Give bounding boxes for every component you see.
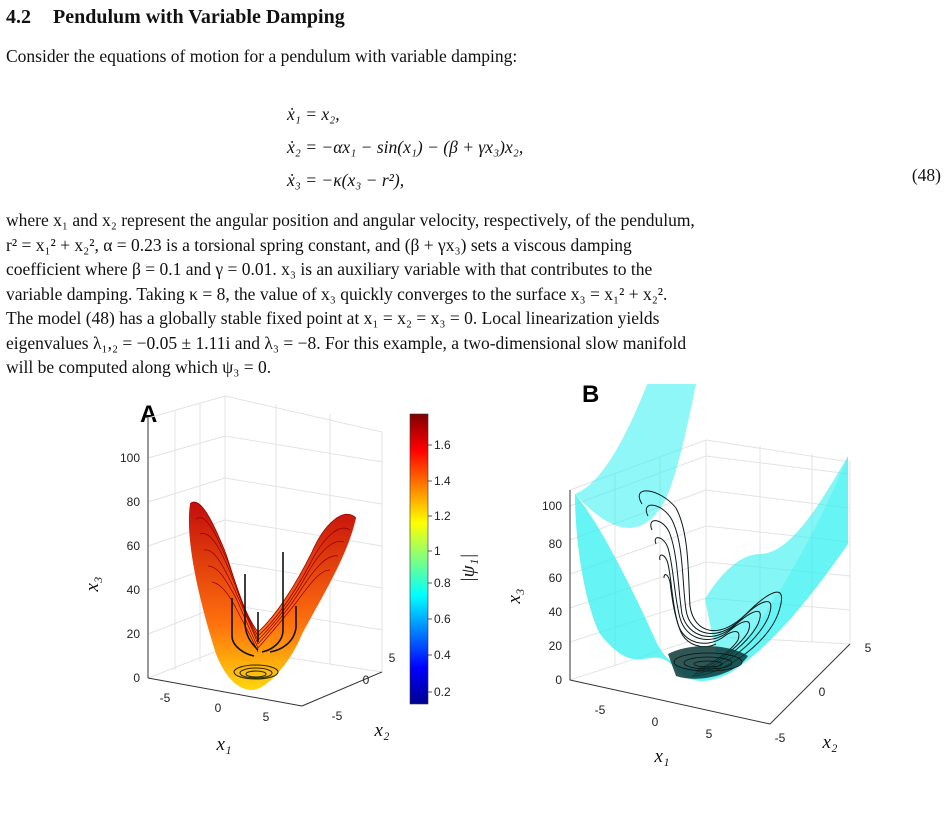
panel-b-x2-label: x₂ <box>821 732 837 753</box>
section-title: Pendulum with Variable Damping <box>53 6 345 28</box>
x1-tick: -5 <box>160 691 171 705</box>
equation-2: ẋ₂ = −αx₁ − sin(x₁) − (β + γx₃)x₂, <box>287 137 524 157</box>
panel-a-x2-label: x₂ <box>373 720 389 741</box>
panel-b-surface <box>575 384 848 681</box>
z-tick: 0 <box>133 671 140 685</box>
z-tick: 40 <box>127 583 141 597</box>
panel-a-axes <box>147 418 383 707</box>
z-tick: 20 <box>549 639 563 653</box>
colorbar-label: |ψ₁| <box>458 554 479 583</box>
z-tick: 80 <box>127 495 141 509</box>
z-tick: 100 <box>542 499 562 513</box>
paragraph-line: where x₁ and x₂ represent the angular po… <box>6 210 695 230</box>
panel-b-x2-ticks: 5 0 -5 <box>775 641 872 745</box>
intro-paragraph: Consider the equations of motion for a p… <box>6 46 518 66</box>
z-tick: 0 <box>555 673 562 687</box>
panel-a-x1-label: x₁ <box>215 734 231 755</box>
equation-number: (48) <box>911 165 941 185</box>
x2-tick: 0 <box>819 685 826 699</box>
colorbar-tick: 0.8 <box>434 576 451 590</box>
colorbar-tick: 1.2 <box>434 509 451 523</box>
z-tick: 80 <box>549 537 563 551</box>
colorbar-tick: 0.6 <box>434 612 451 626</box>
z-tick: 60 <box>549 571 563 585</box>
figure: A <box>82 384 872 767</box>
equation-block: ẋ₁ = x₂, ẋ₂ = −αx₁ − sin(x₁) − (β + γx₃)… <box>287 98 523 197</box>
panel-a-x3-label: x₃ <box>82 576 103 592</box>
colorbar-tick: 1 <box>434 544 441 558</box>
x1-tick: 5 <box>706 727 713 741</box>
colorbar-tick: 1.4 <box>434 474 451 488</box>
z-tick: 60 <box>127 539 141 553</box>
colorbar-gradient <box>409 413 429 705</box>
x2-tick: 0 <box>363 673 370 687</box>
panel-a: A <box>82 395 479 755</box>
panel-b-axes <box>569 490 851 725</box>
paragraph-line: will be computed along which ψ₃ = 0. <box>6 357 272 377</box>
paragraph-line: eigenvalues λ₁,₂ = −0.05 ± 1.11i and λ₃ … <box>6 332 687 353</box>
panel-a-z-ticks: 0 20 40 60 80 100 <box>120 451 140 685</box>
x2-tick: -5 <box>775 731 786 745</box>
section-number: 4.2 <box>6 6 31 28</box>
x1-tick: -5 <box>595 703 606 717</box>
panel-a-label: A <box>140 401 157 428</box>
panel-b-z-ticks: 0 20 40 60 80 100 <box>542 499 562 687</box>
equation-3: ẋ₃ = −κ(x₃ − r²), <box>287 170 405 190</box>
z-tick: 100 <box>120 451 140 465</box>
z-tick: 40 <box>549 605 563 619</box>
equation-1: ẋ₁ = x₂, <box>287 104 340 124</box>
paragraph-line: r² = x₁² + x₂², α = 0.23 is a torsional … <box>6 234 632 255</box>
panel-a-x2-ticks: 5 0 -5 <box>332 651 396 723</box>
x2-tick: 5 <box>389 651 396 665</box>
panel-b-x1-ticks: -5 0 5 <box>595 703 713 741</box>
x1-tick: 0 <box>215 701 222 715</box>
z-tick: 20 <box>127 627 141 641</box>
x2-tick: 5 <box>865 641 872 655</box>
paragraph-line: variable damping. Taking κ = 8, the valu… <box>6 283 668 304</box>
x1-tick: 0 <box>652 715 659 729</box>
colorbar-tick: 0.4 <box>434 648 451 662</box>
colorbar: 0.2 0.4 0.6 0.8 1 1.2 1.4 1.6 |ψ₁| <box>409 413 479 705</box>
colorbar-tick: 0.2 <box>434 685 451 699</box>
body-paragraph: where x₁ and x₂ represent the angular po… <box>6 208 941 380</box>
panel-b-x3-label: x₃ <box>504 588 525 604</box>
colorbar-tick: 1.6 <box>434 438 451 452</box>
panel-b-x1-label: x₁ <box>653 746 669 767</box>
paragraph-line: The model (48) has a globally stable fix… <box>6 308 660 328</box>
section-heading: 4.2 Pendulum with Variable Damping <box>6 6 345 29</box>
panel-b: B <box>504 384 872 767</box>
x2-tick: -5 <box>332 709 343 723</box>
panel-a-x1-ticks: -5 0 5 <box>160 691 270 724</box>
x1-tick: 5 <box>263 710 270 724</box>
panel-b-label: B <box>582 384 599 408</box>
panel-a-surface <box>188 501 357 690</box>
paragraph-line: coefficient where β = 0.1 and γ = 0.01. … <box>6 259 653 279</box>
